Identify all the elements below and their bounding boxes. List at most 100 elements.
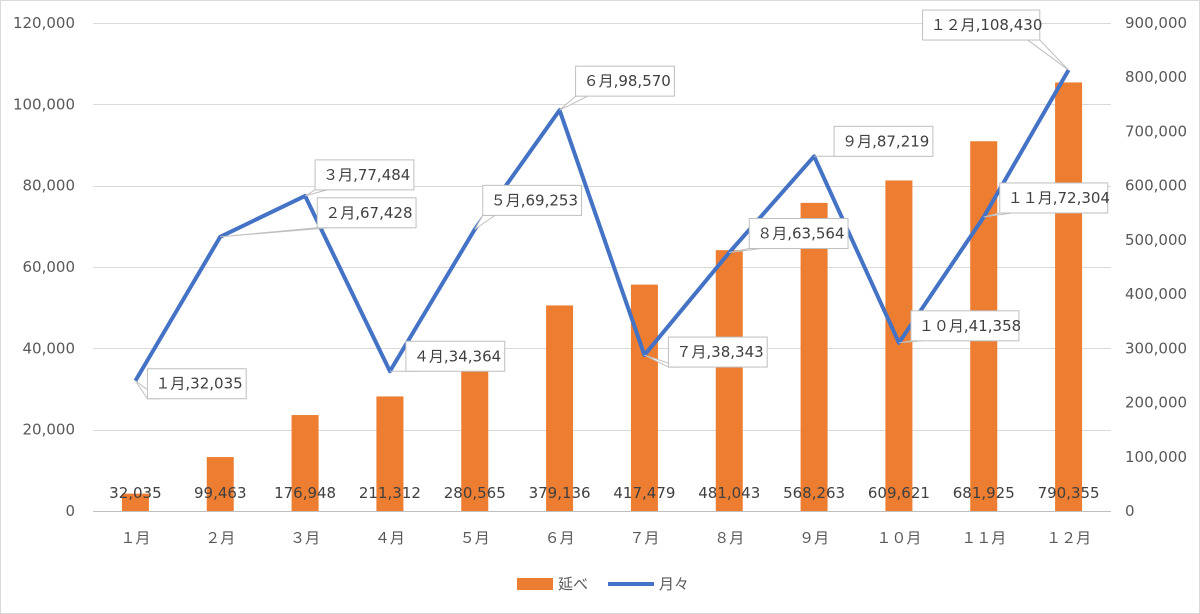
callout-box: [482, 184, 583, 216]
bar-data-labels: 32,035 99,463 176,948 211,312 280,565 379,136…: [109, 484, 1099, 502]
callout-label: ２月,67,428: [325, 204, 412, 222]
callout-box: [316, 197, 417, 229]
bar: [1055, 82, 1083, 511]
callout-label: １２月,108,430: [931, 16, 1043, 34]
callout: ６月,98,570: [559, 65, 675, 111]
right-tick-label: 700,000: [1125, 122, 1187, 140]
callout-label: １月,32,035: [155, 375, 242, 393]
callout-box: [146, 368, 247, 400]
callout-box: [405, 340, 506, 372]
left-tick-label: 80,000: [23, 177, 76, 195]
right-tick-label: 400,000: [1125, 285, 1187, 303]
left-tick-label: 60,000: [23, 258, 76, 276]
callout-label: １０月,41,358: [919, 317, 1021, 335]
left-tick-label: 100,000: [13, 95, 75, 113]
bar: [800, 202, 828, 511]
callout: １月,32,035: [135, 368, 247, 400]
bar: [291, 415, 319, 511]
callout-box: [748, 218, 849, 250]
callout-label: ７月,38,343: [676, 343, 763, 361]
left-tick-label: 20,000: [23, 421, 76, 439]
callout-box: [314, 159, 415, 191]
bar-data-label: 417,479: [613, 484, 675, 502]
line-data-callouts: １月,32,035 ２月,67,428 ３月,77,484 ４月,34,364 ５月,6…: [135, 9, 1110, 400]
bar-data-label: 176,948: [274, 484, 336, 502]
right-tick-label: 800,000: [1125, 68, 1187, 86]
callout-box: [922, 9, 1041, 41]
right-tick-label: 900,000: [1125, 14, 1187, 32]
gridlines: [93, 23, 1111, 512]
bar: [630, 284, 658, 511]
bar-data-label: 568,263: [783, 484, 845, 502]
right-tick-label: 300,000: [1125, 339, 1187, 357]
callout-pointer: [559, 95, 588, 111]
legend-swatch-nobe: [517, 578, 553, 590]
category-label: ８月: [714, 529, 744, 547]
callout-box: [833, 125, 934, 157]
callout-pointer: [1026, 39, 1069, 71]
bar: [546, 305, 574, 511]
bar: [376, 396, 404, 511]
callout-pointer: [304, 189, 328, 197]
category-label: ２月: [205, 529, 235, 547]
category-label: １月: [120, 529, 150, 547]
category-label: ７月: [629, 529, 659, 547]
category-label: ４月: [375, 529, 405, 547]
callout: １２月,108,430: [922, 9, 1069, 71]
category-label: ６月: [545, 529, 575, 547]
category-label: ９月: [799, 529, 829, 547]
callout-label: ８月,63,564: [757, 225, 844, 243]
callout: ８月,63,564: [729, 218, 849, 254]
left-tick-label: 0: [65, 502, 75, 520]
right-tick-label: 200,000: [1125, 394, 1187, 412]
category-label: １０月: [876, 529, 921, 547]
bar-data-label: 99,463: [194, 484, 247, 502]
bar-data-label: 481,043: [698, 484, 760, 502]
right-tick-label: 500,000: [1125, 231, 1187, 249]
category-label: ５月: [460, 529, 490, 547]
legend-label-tsukizuki: 月々: [659, 575, 689, 593]
callout-label: ４月,34,364: [414, 347, 501, 365]
callout-label: ９月,87,219: [842, 132, 929, 150]
left-tick-label: 40,000: [23, 339, 76, 357]
legend-label-nobe: 延べ: [558, 575, 588, 593]
callout-label: ３月,77,484: [323, 166, 410, 184]
callout-box: [575, 65, 675, 97]
bar-data-label: 379,136: [529, 484, 591, 502]
callout: ４月,34,364: [389, 340, 506, 372]
callout-box: [667, 336, 768, 368]
callout: ３月,77,484: [304, 159, 415, 197]
callout: ９月,87,219: [814, 125, 934, 157]
bar-data-label: 280,565: [444, 484, 506, 502]
category-label: １２月: [1046, 529, 1091, 547]
bar: [715, 250, 743, 512]
bar-data-label: 32,035: [109, 484, 162, 502]
callout: １０月,41,358: [898, 310, 1021, 344]
bar: [461, 358, 489, 511]
category-axis-labels: １月 ２月 ３月 ４月 ５月 ６月 ７月 ８月 ９月 １０月 １１月 １２月: [120, 529, 1091, 547]
callout-box: [910, 310, 1020, 342]
callout-box: [999, 182, 1109, 214]
bar-data-label: 790,355: [1038, 484, 1100, 502]
category-label: １１月: [961, 529, 1006, 547]
left-tick-label: 120,000: [13, 14, 75, 32]
bar-data-label: 681,925: [953, 484, 1015, 502]
bar: [121, 493, 149, 511]
bar-data-label: 609,621: [868, 484, 930, 502]
callout-label: ６月,98,570: [584, 72, 671, 90]
bar: [206, 457, 234, 511]
right-tick-label: 600,000: [1125, 177, 1187, 195]
bar-data-label: 211,312: [359, 484, 421, 502]
right-tick-label: 100,000: [1125, 448, 1187, 466]
callout: ２月,67,428: [220, 197, 417, 238]
callout: ７月,38,343: [644, 336, 768, 368]
callout: ５月,69,253: [474, 184, 583, 230]
left-axis-ticks: 0 20,000 40,000 60,000 80,000 100,000 120,000: [13, 14, 75, 520]
callout: １１月,72,304: [983, 182, 1110, 218]
bar: [885, 180, 913, 511]
callout-label: ５月,69,253: [491, 191, 578, 209]
legend: 延べ 月々: [517, 575, 689, 593]
bar-series-nobe: [121, 82, 1083, 512]
callout-label: １１月,72,304: [1008, 189, 1110, 207]
